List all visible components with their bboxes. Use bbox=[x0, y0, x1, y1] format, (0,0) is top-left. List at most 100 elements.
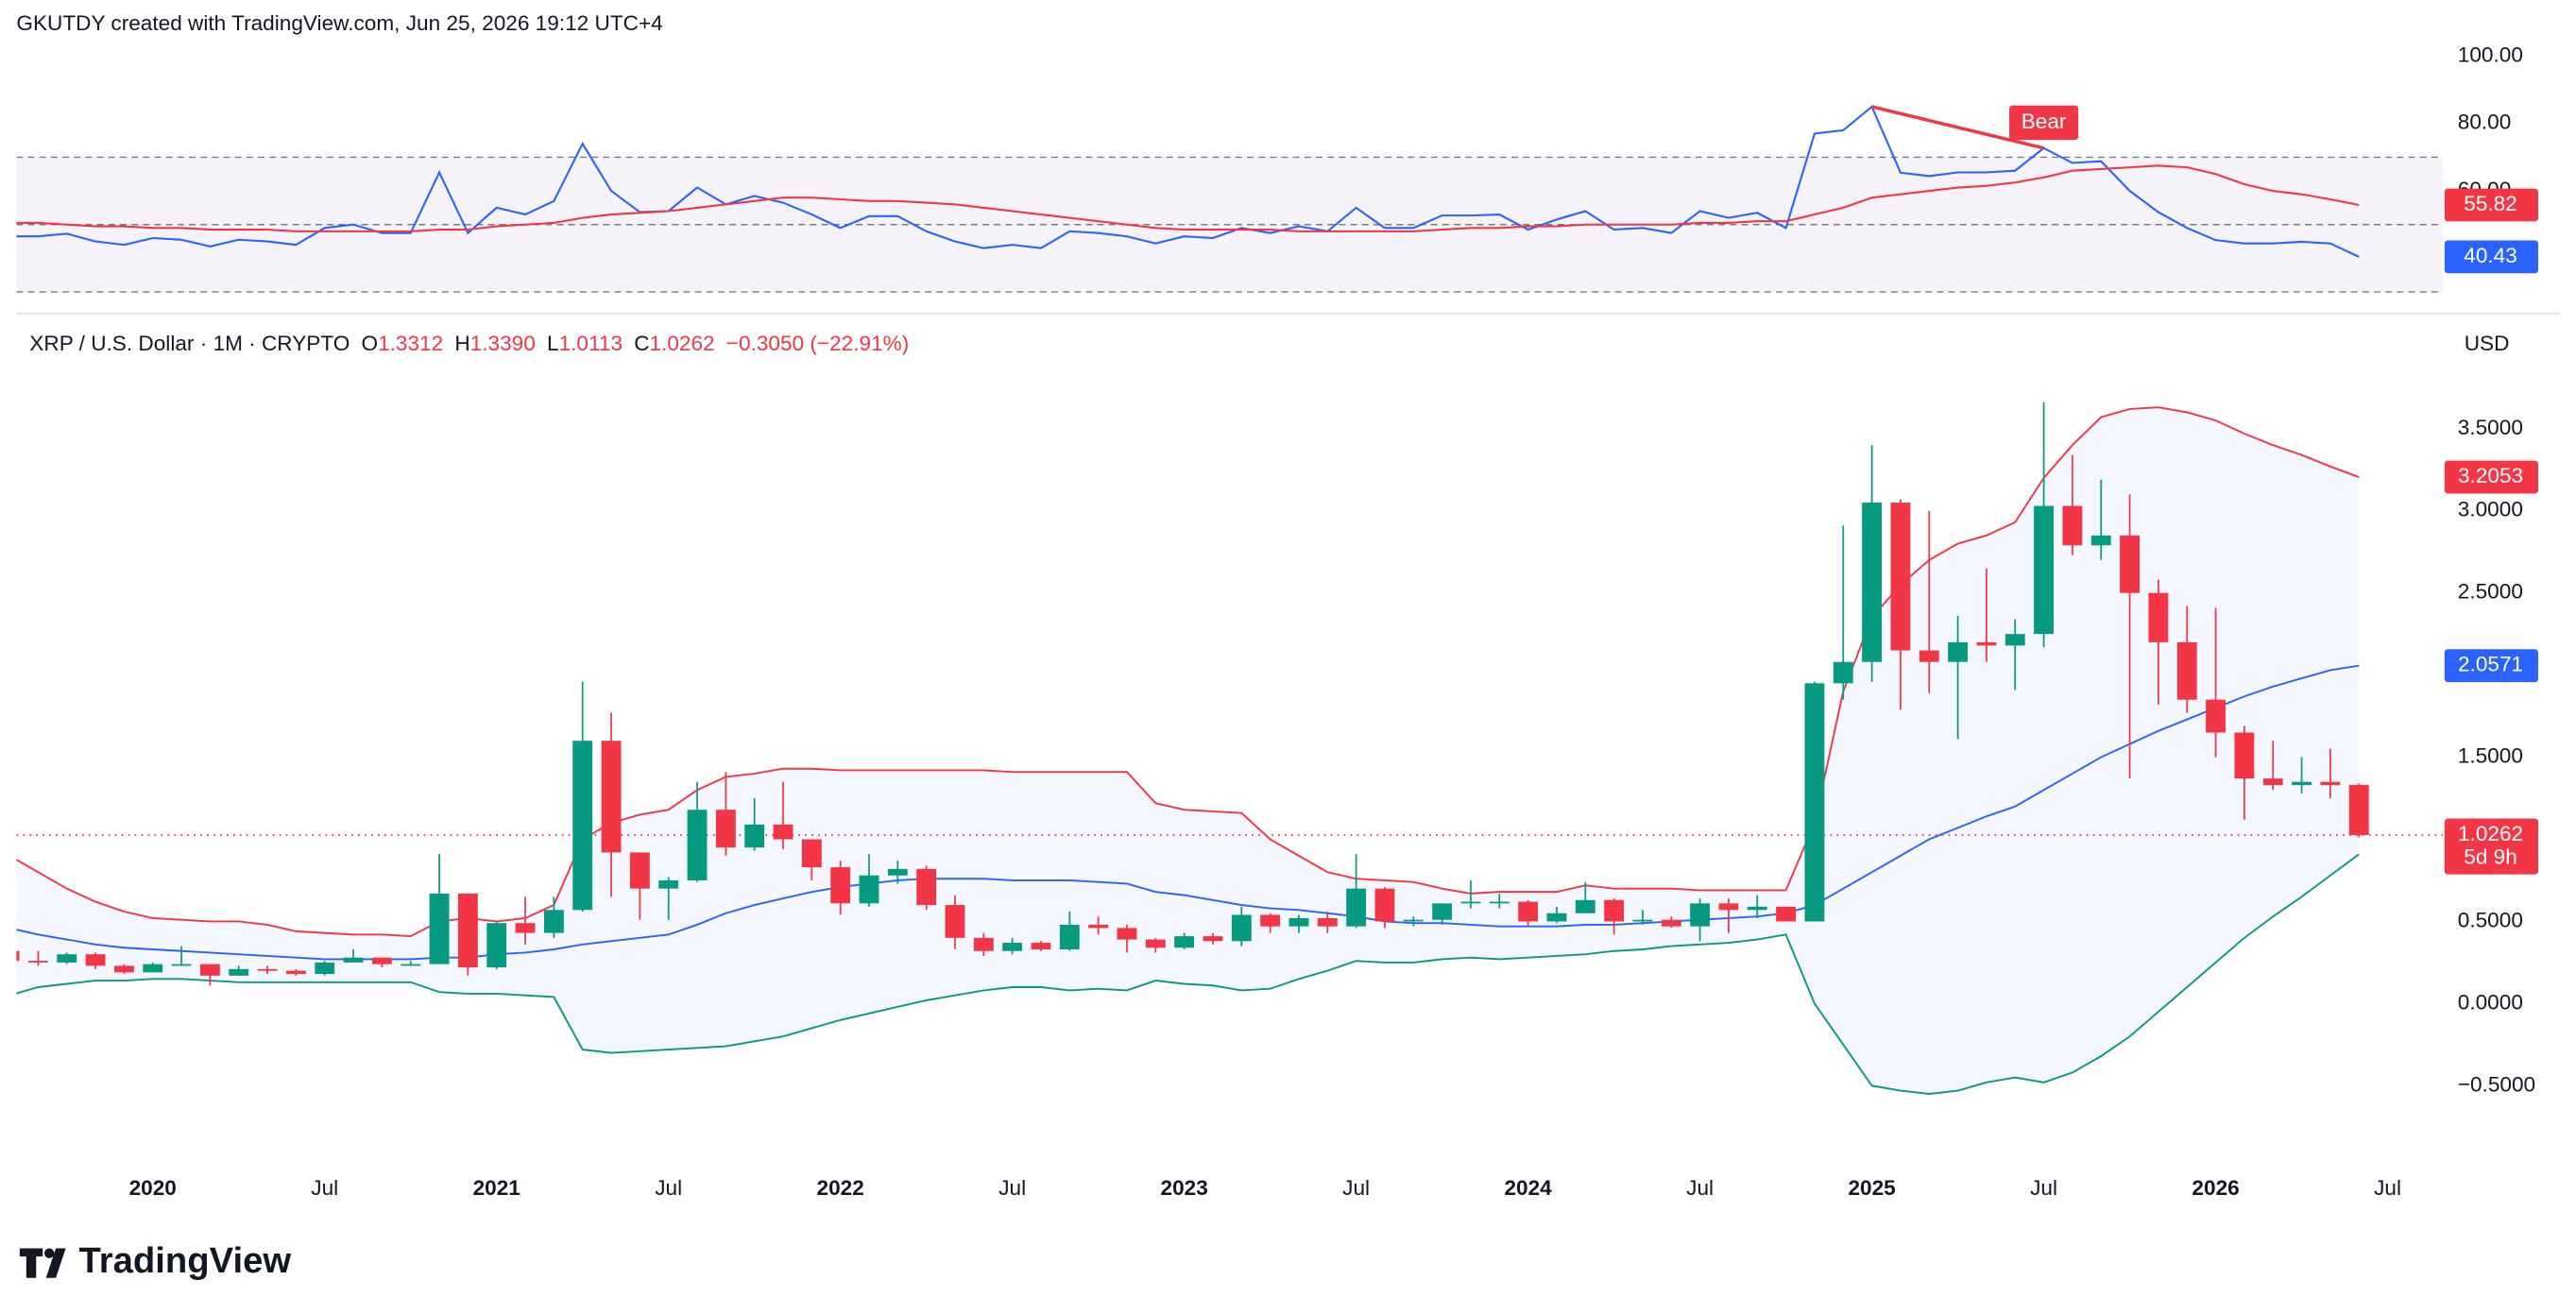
candle-body bbox=[859, 875, 879, 904]
candle-body bbox=[744, 824, 765, 848]
candle-body bbox=[229, 968, 249, 976]
x-tick-label: 2021 bbox=[473, 1176, 520, 1200]
rsi-line bbox=[16, 164, 2360, 232]
candle-body bbox=[199, 964, 220, 976]
candle-body bbox=[429, 893, 450, 964]
candle-body bbox=[2320, 781, 2341, 786]
logo: TradingView bbox=[19, 1240, 291, 1281]
candle-body bbox=[371, 957, 392, 964]
candle-body bbox=[715, 810, 736, 848]
candle-body bbox=[1145, 939, 1166, 948]
candle-body bbox=[1747, 906, 1767, 911]
legend-item: H bbox=[454, 332, 469, 355]
candle-body bbox=[1661, 919, 1681, 927]
candle-body bbox=[601, 741, 622, 853]
candle-body bbox=[1231, 914, 1252, 942]
candle-body bbox=[1776, 906, 1797, 922]
candle-body bbox=[1002, 943, 1023, 951]
candle-body bbox=[1374, 888, 1395, 922]
candle-body bbox=[315, 962, 335, 975]
candle-body bbox=[629, 852, 650, 889]
candle-body bbox=[1804, 683, 1825, 922]
candle-body bbox=[687, 810, 708, 880]
candle-body bbox=[1117, 928, 1137, 940]
candle-body bbox=[27, 961, 48, 963]
logo-mark bbox=[19, 1248, 66, 1278]
candle-body bbox=[85, 954, 106, 966]
band-fill bbox=[16, 407, 2360, 1095]
candle-body bbox=[773, 824, 793, 840]
candle-body bbox=[257, 968, 278, 971]
candle-body bbox=[1260, 914, 1281, 927]
y-tick-label: 0.0000 bbox=[2458, 990, 2523, 1014]
currency-label: USD bbox=[2465, 332, 2510, 355]
candle-body bbox=[572, 741, 593, 911]
x-tick-label: 2024 bbox=[1504, 1176, 1552, 1200]
candle-body bbox=[1890, 503, 1911, 651]
candle-body bbox=[171, 964, 192, 966]
y-tick-label: 80.00 bbox=[2458, 111, 2512, 134]
candle-body bbox=[57, 954, 77, 963]
candle-body bbox=[113, 965, 134, 973]
x-tick-label: Jul bbox=[1686, 1176, 1714, 1200]
candle-body bbox=[830, 867, 851, 904]
candle-body bbox=[1346, 888, 1367, 927]
candle-body bbox=[1546, 913, 1567, 922]
price-badge bbox=[2444, 240, 2538, 274]
rsi-line bbox=[16, 105, 2360, 258]
candle-body bbox=[916, 868, 937, 906]
candle-body bbox=[16, 950, 20, 962]
legend-item: −0.3050 (−22.91%) bbox=[726, 332, 909, 355]
x-tick-label: Jul bbox=[655, 1176, 682, 1200]
candle-body bbox=[1059, 924, 1080, 949]
candle-body bbox=[1317, 917, 1338, 927]
divergence-label: Bear bbox=[2022, 110, 2067, 133]
bollinger-line bbox=[16, 406, 2360, 938]
rsi-pane bbox=[16, 105, 2444, 293]
candle-body bbox=[1632, 919, 1653, 922]
candle-body bbox=[401, 964, 421, 966]
bollinger-line bbox=[16, 664, 2360, 961]
candle-body bbox=[1833, 661, 1853, 684]
price-badge bbox=[2444, 188, 2538, 222]
price-badge bbox=[2444, 649, 2538, 683]
candle-body bbox=[143, 964, 163, 973]
legend: XRP / U.S. Dollar · 1M · CRYPTO O1.3312 H1… bbox=[29, 332, 909, 355]
y-tick-label: 3.0000 bbox=[2458, 498, 2523, 521]
price-badge bbox=[2444, 460, 2538, 494]
y-tick-label: 2.5000 bbox=[2458, 580, 2523, 604]
candle-body bbox=[1288, 917, 1309, 927]
candle-body bbox=[486, 923, 507, 968]
price-pane bbox=[16, 401, 2444, 1095]
legend-item: O bbox=[362, 332, 379, 355]
legend-item: 1.3312 bbox=[378, 332, 443, 355]
price-badge-label: 40.43 bbox=[2464, 244, 2517, 267]
bollinger-line bbox=[16, 853, 2360, 1095]
divergence-line bbox=[1871, 105, 2044, 150]
legend-item: 1.3390 bbox=[470, 332, 536, 355]
candle-body bbox=[2348, 784, 2369, 835]
x-tick-label: 2022 bbox=[817, 1176, 864, 1200]
candle-body bbox=[1690, 903, 1711, 927]
legend-item: 1.0113 bbox=[559, 332, 623, 355]
logo-text: TradingView bbox=[78, 1240, 291, 1281]
candle-body bbox=[2234, 732, 2255, 779]
x-tick-label: Jul bbox=[2374, 1176, 2401, 1200]
candle-body bbox=[1919, 650, 1939, 662]
candle-body bbox=[2005, 634, 2025, 646]
candle-body bbox=[2262, 778, 2283, 786]
candle-body bbox=[1718, 903, 1739, 911]
candle-body bbox=[658, 879, 679, 889]
candle-body bbox=[457, 893, 478, 968]
y-tick-label: 1.5000 bbox=[2458, 744, 2523, 768]
x-tick-label: Jul bbox=[311, 1176, 338, 1200]
candle-body bbox=[285, 970, 306, 975]
candle-body bbox=[2120, 535, 2141, 593]
candle-body bbox=[1604, 899, 1625, 922]
x-tick-label: 2025 bbox=[1848, 1176, 1895, 1200]
candle-body bbox=[887, 868, 908, 876]
x-tick-label: 2020 bbox=[129, 1176, 177, 1200]
legend-item: C bbox=[634, 332, 649, 355]
